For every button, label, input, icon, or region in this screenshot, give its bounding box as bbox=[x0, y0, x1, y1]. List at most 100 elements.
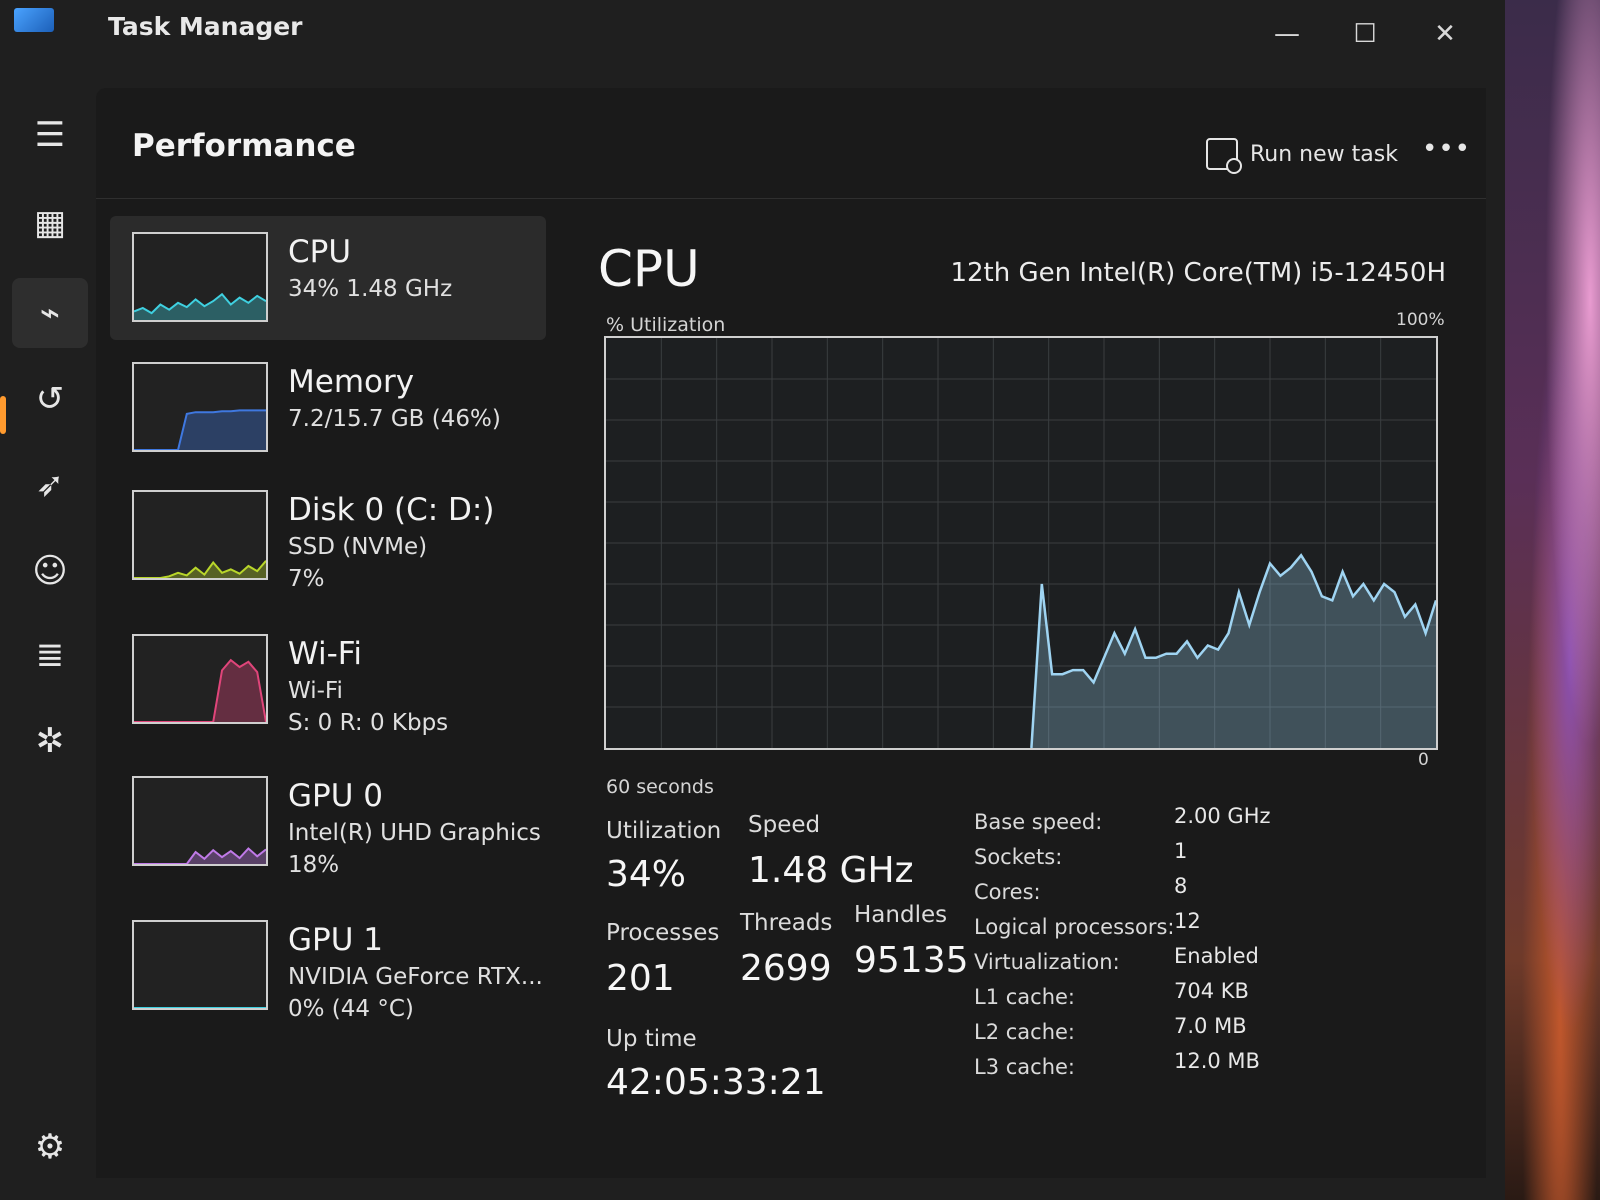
x-axis-label: 60 seconds bbox=[606, 776, 714, 798]
thumbnail-line bbox=[134, 847, 266, 864]
speed-value: 1.48 GHz bbox=[748, 850, 914, 891]
y-axis-min-label: 0 bbox=[1418, 750, 1429, 770]
cpu-utilization-graph bbox=[604, 336, 1438, 750]
startup-apps-icon[interactable]: ➶ bbox=[35, 465, 65, 505]
spec-label: Logical processors: bbox=[974, 915, 1175, 939]
maximize-button[interactable]: ☐ bbox=[1353, 19, 1377, 49]
utilization-label: Utilization bbox=[606, 818, 722, 844]
handles-label: Handles bbox=[854, 902, 948, 928]
task-manager-window: Task Manager — ☐ ✕ ☰ ▦ ⌁ ↺ ➶ ☺ ≣ ✲ ⚙ Per… bbox=[0, 0, 1505, 1200]
run-new-task-label: Run new task bbox=[1250, 141, 1398, 167]
thumbnail-line bbox=[134, 409, 266, 450]
device-title: Disk 0 (C: D:) bbox=[288, 492, 495, 528]
handles-value: 95135 bbox=[854, 940, 969, 981]
desktop-wallpaper bbox=[1500, 0, 1600, 1200]
device-item-cpu[interactable]: CPU 34% 1.48 GHz bbox=[110, 216, 546, 340]
device-title: Wi-Fi bbox=[288, 636, 362, 672]
spec-label: L2 cache: bbox=[974, 1020, 1076, 1044]
spec-value: Enabled bbox=[1174, 944, 1259, 968]
detail-title: CPU bbox=[598, 240, 700, 298]
device-item-gpu-0[interactable]: GPU 0 Intel(R) UHD Graphics 18% bbox=[110, 760, 546, 884]
more-options-button[interactable]: ••• bbox=[1422, 134, 1472, 164]
navigation-rail: ☰ ▦ ⌁ ↺ ➶ ☺ ≣ ✲ ⚙ bbox=[0, 100, 96, 1200]
spec-label: L1 cache: bbox=[974, 985, 1076, 1009]
speed-label: Speed bbox=[748, 812, 821, 838]
spec-value: 12.0 MB bbox=[1174, 1049, 1260, 1073]
threads-value: 2699 bbox=[740, 948, 832, 989]
users-icon[interactable]: ☺ bbox=[32, 551, 68, 591]
processes-icon[interactable]: ▦ bbox=[33, 203, 67, 243]
spec-label: L3 cache: bbox=[974, 1055, 1076, 1079]
thumbnail-line bbox=[134, 292, 266, 315]
device-usage: 0% (44 °C) bbox=[288, 996, 414, 1022]
page-title: Performance bbox=[132, 128, 356, 164]
hamburger-menu-icon[interactable]: ☰ bbox=[34, 115, 66, 155]
device-subtitle: NVIDIA GeForce RTX... bbox=[288, 964, 543, 990]
device-item-wifi[interactable]: Wi-Fi Wi-Fi S: 0 R: 0 Kbps bbox=[110, 618, 546, 742]
device-subtitle: 7.2/15.7 GB (46%) bbox=[288, 406, 501, 432]
utilization-area bbox=[1031, 555, 1436, 748]
cpu-detail-view: CPU 12th Gen Intel(R) Core(TM) i5-12450H… bbox=[596, 216, 1466, 1166]
run-new-task-button[interactable]: Run new task bbox=[1206, 138, 1398, 174]
settings-gear-icon[interactable]: ⚙ bbox=[34, 1127, 66, 1167]
device-title: GPU 1 bbox=[288, 922, 383, 958]
thumbnail-area bbox=[134, 660, 266, 722]
services-icon[interactable]: ✲ bbox=[35, 721, 65, 761]
utilization-value: 34% bbox=[606, 854, 687, 895]
device-usage: 7% bbox=[288, 566, 325, 592]
disk-thumbnail-graph bbox=[132, 490, 268, 580]
device-usage: 18% bbox=[288, 852, 340, 878]
performance-panel: Performance Run new task ••• CPU 34% 1.4… bbox=[96, 88, 1486, 1178]
spec-value: 1 bbox=[1174, 839, 1188, 863]
device-subtitle: 34% 1.48 GHz bbox=[288, 276, 453, 302]
gpu0-thumbnail-graph bbox=[132, 776, 268, 866]
y-axis-max-label: 100% bbox=[1396, 310, 1445, 330]
app-history-icon[interactable]: ↺ bbox=[35, 379, 65, 419]
spec-value: 12 bbox=[1174, 909, 1201, 933]
device-subtitle: Intel(R) UHD Graphics bbox=[288, 820, 541, 846]
spec-value: 2.00 GHz bbox=[1174, 804, 1271, 828]
device-title: GPU 0 bbox=[288, 778, 383, 814]
cpu-model-name: 12th Gen Intel(R) Core(TM) i5-12450H bbox=[950, 258, 1446, 288]
cpu-thumbnail-graph bbox=[132, 232, 268, 322]
minimize-button[interactable]: — bbox=[1274, 19, 1300, 49]
device-item-disk[interactable]: Disk 0 (C: D:) SSD (NVMe) 7% bbox=[110, 474, 546, 598]
device-subtitle: Wi-Fi bbox=[288, 678, 343, 704]
run-task-icon bbox=[1206, 138, 1242, 174]
page-header: Performance Run new task ••• bbox=[96, 88, 1486, 199]
spec-value: 8 bbox=[1174, 874, 1188, 898]
processes-value: 201 bbox=[606, 958, 675, 999]
performance-icon[interactable]: ⌁ bbox=[12, 278, 88, 348]
thumbnail-area bbox=[134, 560, 266, 578]
gpu1-thumbnail-graph bbox=[132, 920, 268, 1010]
spec-label: Cores: bbox=[974, 880, 1041, 904]
active-nav-indicator bbox=[0, 396, 6, 434]
processes-label: Processes bbox=[606, 920, 720, 946]
utilization-line bbox=[1030, 553, 1436, 748]
device-title: CPU bbox=[288, 234, 352, 270]
uptime-value: 42:05:33:21 bbox=[606, 1062, 826, 1103]
device-title: Memory bbox=[288, 364, 415, 400]
threads-label: Threads bbox=[740, 910, 833, 936]
thumbnail-area bbox=[134, 294, 266, 320]
app-title: Task Manager bbox=[108, 12, 303, 41]
details-icon[interactable]: ≣ bbox=[35, 635, 65, 675]
memory-thumbnail-graph bbox=[132, 362, 268, 452]
device-item-gpu-1[interactable]: GPU 1 NVIDIA GeForce RTX... 0% (44 °C) bbox=[110, 904, 546, 1028]
spec-label: Sockets: bbox=[974, 845, 1063, 869]
spec-label: Base speed: bbox=[974, 810, 1103, 834]
device-subtitle: SSD (NVMe) bbox=[288, 534, 428, 560]
wifi-thumbnail-graph bbox=[132, 634, 268, 724]
thumbnail-area bbox=[134, 410, 266, 450]
task-manager-app-icon bbox=[14, 8, 54, 32]
uptime-label: Up time bbox=[606, 1026, 697, 1052]
spec-value: 7.0 MB bbox=[1174, 1014, 1247, 1038]
spec-value: 704 KB bbox=[1174, 979, 1249, 1003]
device-item-memory[interactable]: Memory 7.2/15.7 GB (46%) bbox=[110, 346, 546, 470]
close-button[interactable]: ✕ bbox=[1434, 19, 1456, 49]
thumbnail-line bbox=[134, 560, 266, 578]
device-usage: S: 0 R: 0 Kbps bbox=[288, 710, 449, 736]
y-axis-label: % Utilization bbox=[606, 314, 726, 336]
thumbnail-line bbox=[134, 658, 266, 722]
title-bar: Task Manager — ☐ ✕ bbox=[0, 0, 1505, 72]
